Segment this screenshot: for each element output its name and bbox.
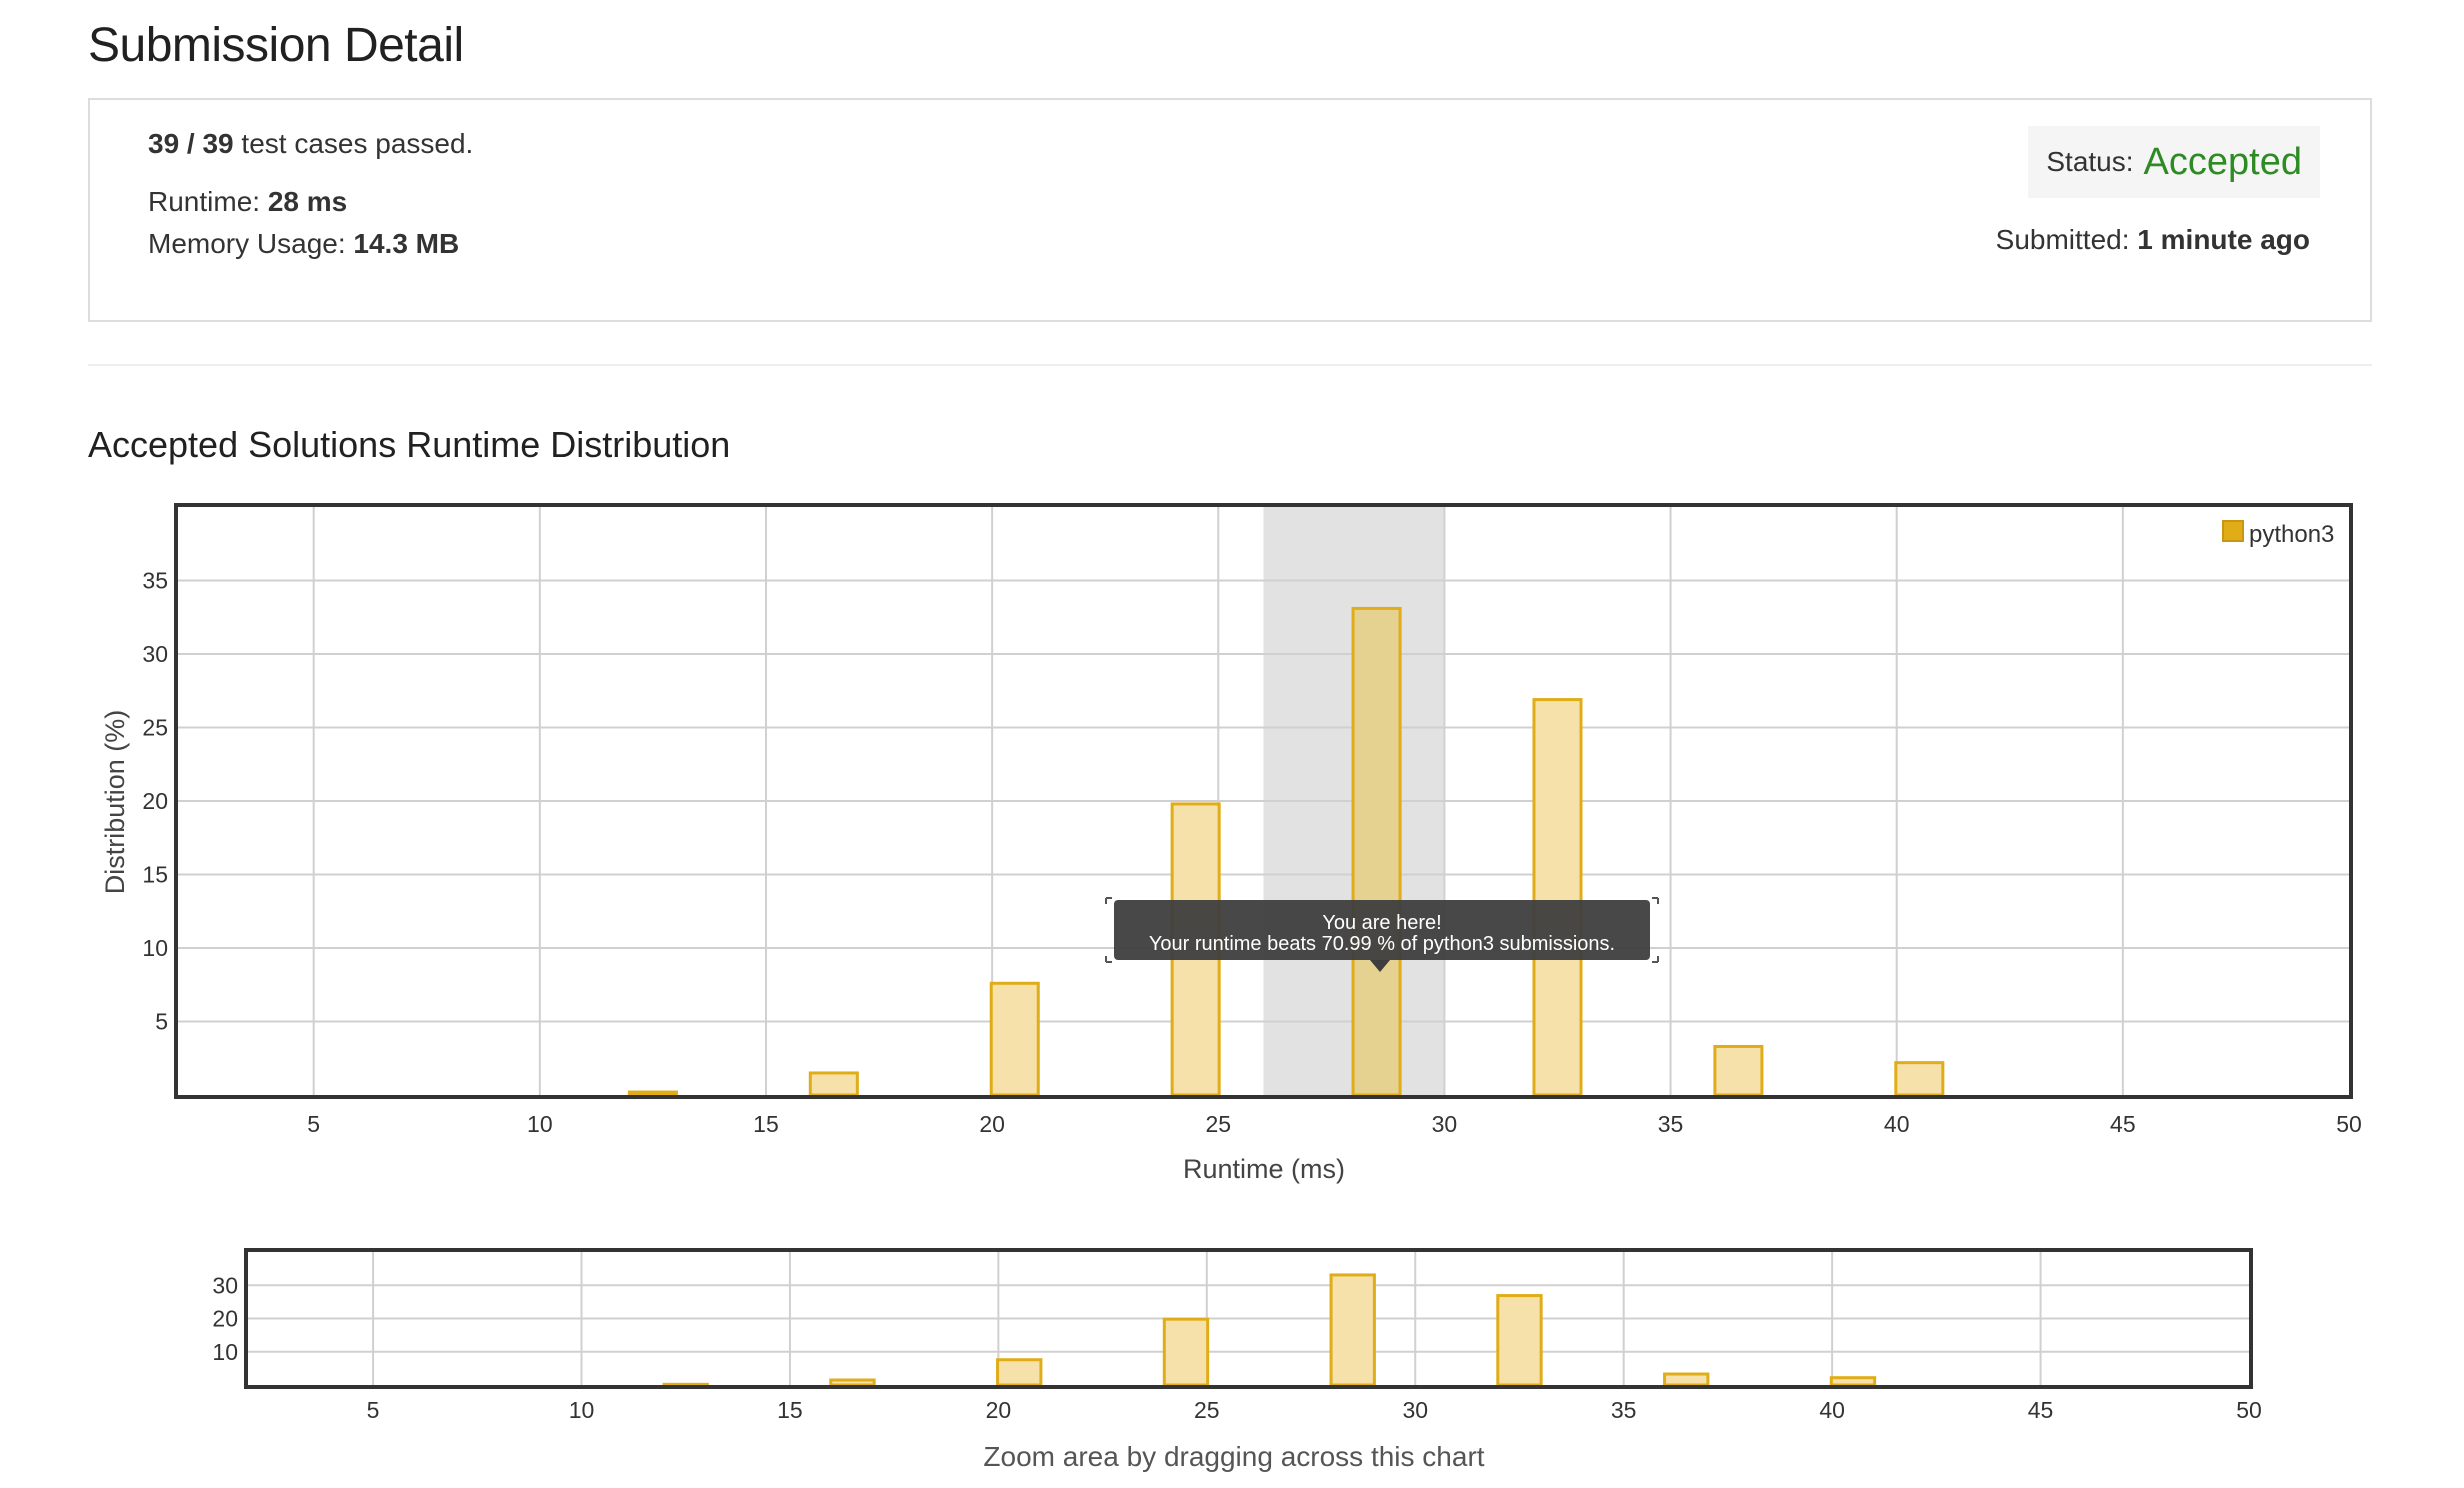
y-tick-label: 10 (142, 935, 168, 961)
x-tick-label: 50 (2336, 1111, 2362, 1137)
submitted-value: 1 minute ago (2137, 224, 2310, 255)
bar-28.5[interactable] (1329, 1273, 1376, 1387)
submitted-line: Submitted: 1 minute ago (1996, 224, 2310, 256)
x-tick-label: 5 (367, 1397, 380, 1423)
legend-label-python3[interactable]: python3 (2249, 521, 2334, 548)
y-tick-label: 5 (155, 1009, 168, 1035)
plot-border (174, 503, 2353, 1099)
tooltip-box (1114, 900, 1650, 960)
bar-28.5[interactable] (1351, 606, 1402, 1097)
tooltip-corner-marks (1105, 897, 1659, 963)
navigator-grid-lines (248, 1252, 2249, 1385)
y-tick-label: 35 (142, 568, 168, 594)
y-tick-label: 20 (142, 788, 168, 814)
x-tick-label: 15 (753, 1111, 779, 1137)
zoom-navigator-chart[interactable]: 5 10 15 20 25 30 35 40 45 50 10 20 30 Zoom area by … (0, 1230, 2464, 1488)
bar-24.5[interactable] (1162, 1317, 1210, 1387)
x-tick-label: 35 (1658, 1111, 1684, 1137)
x-tick-label: 20 (986, 1397, 1012, 1423)
runtime-tooltip: You are here! Your runtime beats 70.99 %… (1105, 897, 1659, 972)
x-tick-labels: 5 10 15 20 25 30 35 40 45 50 (307, 1111, 2362, 1137)
y-tick-label: 25 (142, 715, 168, 741)
bar-40.5[interactable] (1894, 1061, 1945, 1097)
bar-16.5[interactable] (808, 1071, 859, 1097)
x-tick-label: 45 (2028, 1397, 2054, 1423)
section-title: Accepted Solutions Runtime Distribution (88, 424, 731, 465)
tests-passed-count: 39 / 39 (148, 128, 234, 159)
status-label: Status: (2046, 146, 2134, 177)
navigator-y-tick-labels: 10 20 30 (212, 1272, 238, 1365)
x-tick-label: 25 (1205, 1111, 1231, 1137)
bar-32.5[interactable] (1532, 698, 1583, 1097)
x-tick-label: 30 (1402, 1397, 1428, 1423)
navigator-bar-series-python3 (662, 1273, 1877, 1387)
x-tick-label: 50 (2236, 1397, 2262, 1423)
bar-12.5[interactable] (627, 1090, 678, 1097)
runtime-distribution-chart[interactable]: 5 10 15 20 25 30 35 40 45 50 5 10 15 20 25 30 35 Runtim… (0, 490, 2464, 1210)
legend[interactable]: python3 (2222, 520, 2334, 548)
x-tick-label: 10 (569, 1397, 595, 1423)
x-tick-label: 40 (1819, 1397, 1845, 1423)
runtime-value: 28 ms (267, 186, 348, 217)
x-tick-label: 30 (1432, 1111, 1458, 1137)
x-tick-label: 10 (527, 1111, 553, 1137)
y-axis-label: Distribution (%) (100, 710, 130, 895)
y-tick-label: 10 (212, 1339, 238, 1365)
x-tick-label: 45 (2110, 1111, 2136, 1137)
navigator-plot-border (244, 1248, 2253, 1389)
submission-summary-panel: 39 / 39 test cases passed. Runtime: 28 m… (88, 98, 2372, 322)
bar-40.5[interactable] (1829, 1376, 1877, 1387)
navigator-caption: Zoom area by dragging across this chart (983, 1441, 1484, 1472)
runtime-label: Runtime: (148, 186, 261, 217)
y-tick-labels: 5 10 15 20 25 30 35 (142, 568, 168, 1035)
tooltip-line-2: Your runtime beats 70.99 % of python3 su… (1149, 933, 1615, 955)
x-tick-label: 15 (777, 1397, 803, 1423)
bar-16.5[interactable] (829, 1378, 876, 1387)
bar-20.5[interactable] (989, 981, 1040, 1097)
status-box: Status: Accepted (2028, 126, 2320, 198)
x-axis-label: Runtime (ms) (1183, 1154, 1345, 1184)
navigator-x-tick-labels: 5 10 15 20 25 30 35 40 45 50 (367, 1397, 2262, 1423)
bar-36.5[interactable] (1713, 1044, 1764, 1097)
x-tick-label: 5 (307, 1111, 320, 1137)
page-title: Submission Detail (88, 19, 464, 72)
memory-value: 14.3 MB (353, 228, 460, 259)
test-cases-line: 39 / 39 test cases passed. (148, 128, 473, 160)
y-tick-label: 30 (142, 641, 168, 667)
tooltip-line-1: You are here! (1322, 912, 1441, 934)
runtime-line: Runtime: 28 ms (148, 186, 347, 218)
submitted-label: Submitted: (1995, 224, 2130, 255)
memory-label: Memory Usage: (148, 228, 346, 259)
memory-line: Memory Usage: 14.3 MB (148, 228, 459, 260)
status-accepted-link[interactable]: Accepted (2143, 140, 2302, 183)
y-tick-label: 15 (142, 862, 168, 888)
x-tick-label: 35 (1611, 1397, 1637, 1423)
section-divider (88, 364, 2372, 366)
tests-passed-suffix: test cases passed. (241, 128, 474, 159)
legend-swatch-python3 (2222, 520, 2244, 542)
bar-36.5[interactable] (1663, 1372, 1710, 1387)
y-tick-label: 20 (212, 1306, 238, 1332)
x-tick-label: 25 (1194, 1397, 1220, 1423)
bar-20.5[interactable] (996, 1358, 1043, 1387)
x-tick-label: 20 (979, 1111, 1005, 1137)
y-tick-label: 30 (212, 1272, 238, 1298)
tooltip-pointer (1370, 960, 1390, 972)
x-tick-label: 40 (1884, 1111, 1910, 1137)
bar-32.5[interactable] (1496, 1294, 1543, 1387)
